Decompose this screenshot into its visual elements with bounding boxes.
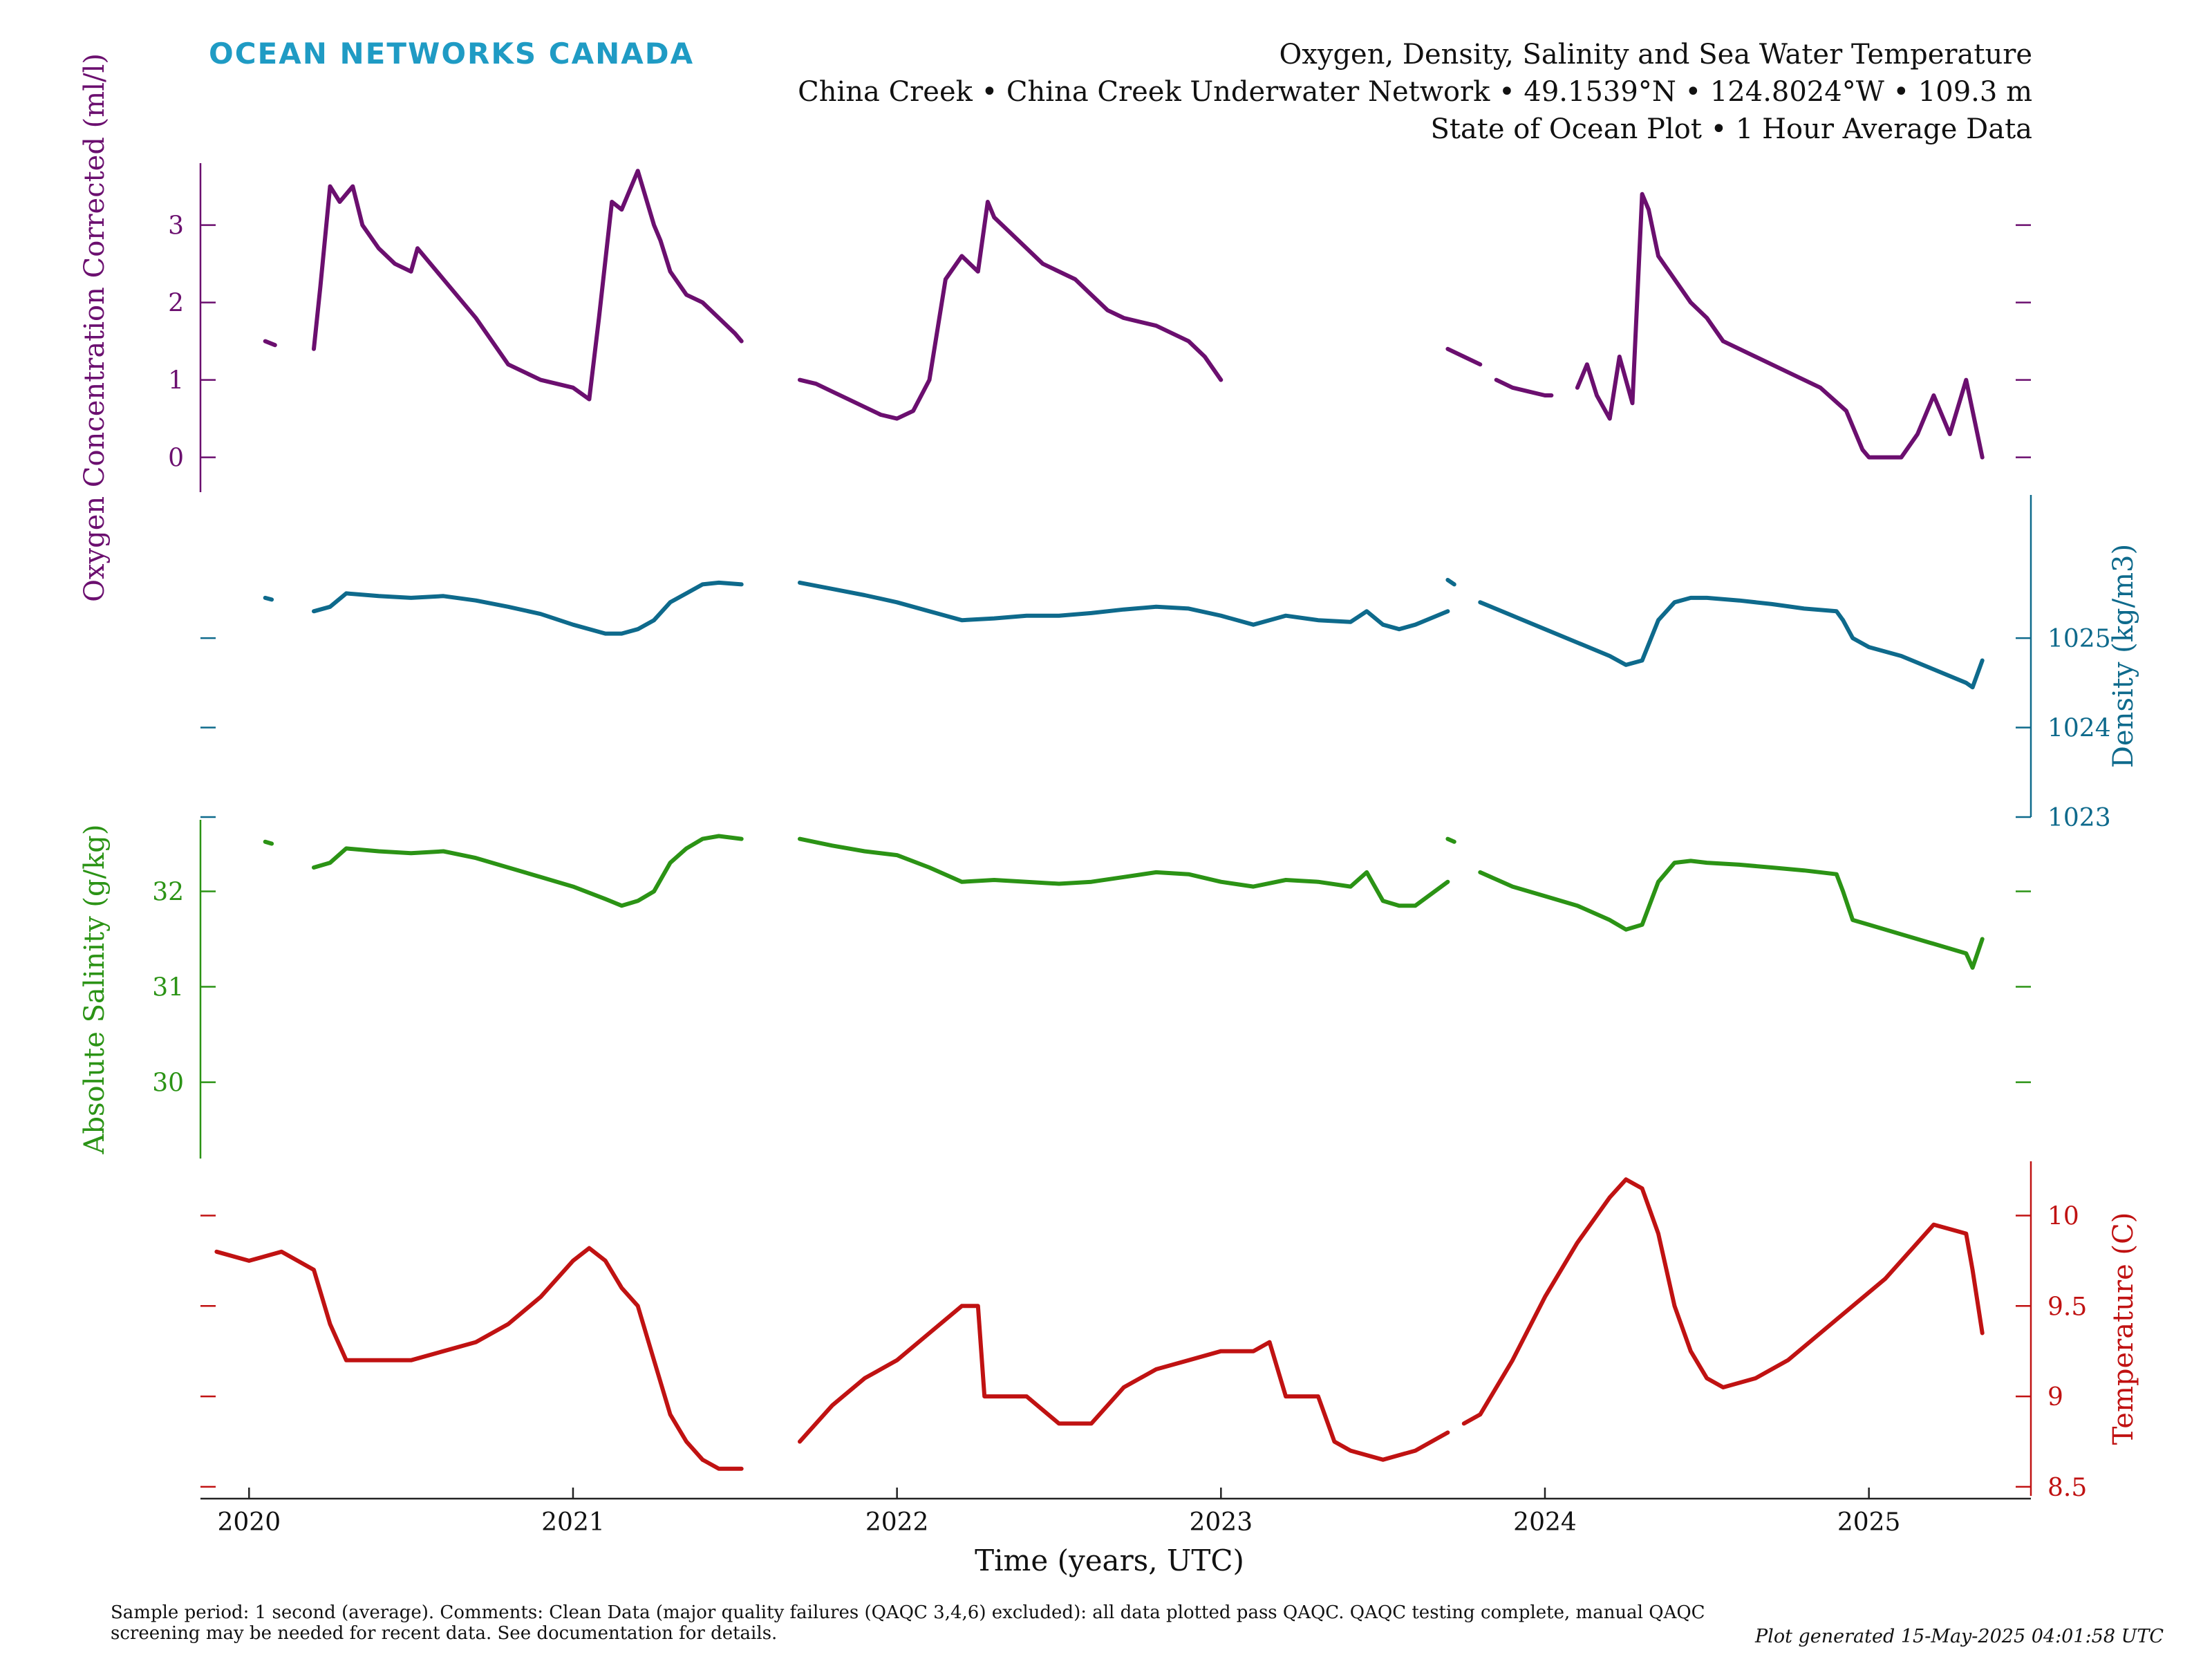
x-tick-label: 2022 xyxy=(865,1508,929,1537)
oxygen-series-line xyxy=(312,169,744,402)
temperature-series-line xyxy=(798,1304,1450,1462)
temperature-panel: 8.5 9 9.5 10 Temperature (C) xyxy=(200,1161,2139,1502)
footer-note-container: Sample period: 1 second (average). Comme… xyxy=(111,1602,1705,1644)
temperature-y-tick-label: 10 xyxy=(2047,1202,2079,1230)
chart-title: Oxygen, Density, Salinity and Sea Water … xyxy=(1280,39,2033,71)
x-tick-label: 2024 xyxy=(1513,1508,1577,1537)
density-y-tick-label: 1024 xyxy=(2047,715,2111,743)
oxygen-y-tick-label: 0 xyxy=(168,444,184,473)
density-series-line xyxy=(1478,595,1985,690)
temperature-series-line xyxy=(1461,1177,1985,1426)
salinity-series-line xyxy=(263,839,274,846)
temperature-y-tick-label: 8.5 xyxy=(2047,1474,2087,1502)
density-y-tick-label: 1023 xyxy=(2047,804,2111,832)
oxygen-y-tick-label: 1 xyxy=(168,367,184,395)
oxygen-y-axis-label: Oxygen Concentration Corrected (ml/l) xyxy=(79,53,111,602)
density-series-line xyxy=(1445,578,1456,587)
oxygen-series-line xyxy=(1494,377,1554,397)
oxygen-series-line xyxy=(1575,191,1985,460)
oxygen-panel: 0 1 2 3 Oxygen Concentration Corrected (ml/l… xyxy=(79,53,2031,602)
salinity-y-axis-label: Absolute Salinity (g/kg) xyxy=(79,824,111,1154)
temperature-y-axis-label: Temperature (C) xyxy=(2108,1212,2139,1445)
x-tick-label: 2025 xyxy=(1837,1508,1901,1537)
salinity-series-line xyxy=(312,834,744,908)
salinity-y-tick-label: 32 xyxy=(152,879,184,907)
plot-generated-timestamp: Plot generated 15-May-2025 04:01:58 UTC xyxy=(1754,1626,2164,1647)
oxygen-y-tick-label: 3 xyxy=(168,212,184,241)
x-tick-label: 2023 xyxy=(1190,1508,1253,1537)
x-tick-label: 2020 xyxy=(217,1508,281,1537)
density-y-axis-label: Density (kg/m3) xyxy=(2108,544,2139,768)
chart-subtitle: China Creek • China Creek Underwater Net… xyxy=(798,76,2032,108)
oxygen-series-line xyxy=(263,339,277,348)
temperature-series-line xyxy=(214,1246,744,1471)
salinity-y-tick-label: 30 xyxy=(152,1069,184,1098)
temperature-y-tick-label: 9 xyxy=(2047,1383,2063,1412)
panels-group: 0 1 2 3 Oxygen Concentration Corrected (ml/l… xyxy=(79,53,2139,1502)
salinity-y-tick-label: 31 xyxy=(152,974,184,1002)
chart-subtitle-2: State of Ocean Plot • 1 Hour Average Dat… xyxy=(1430,113,2032,145)
x-tick-label: 2021 xyxy=(541,1508,605,1537)
density-series-line xyxy=(798,580,1450,632)
oxygen-series-line xyxy=(798,200,1224,421)
x-axis-label: Time (years, UTC) xyxy=(975,1544,1244,1577)
brand-logo-text: OCEAN NETWORKS CANADA xyxy=(209,37,694,71)
density-y-tick-label: 1025 xyxy=(2047,625,2111,653)
oxygen-series-line xyxy=(1445,346,1483,367)
density-series-line xyxy=(263,595,274,602)
salinity-series-line xyxy=(1478,859,1985,970)
salinity-panel: 30 31 32 Absolute Salinity (g/kg) xyxy=(79,820,2031,1159)
x-axis: 2020 2021 2022 2023 2024 2025 xyxy=(217,1488,1900,1537)
density-series-line xyxy=(312,580,744,636)
footer-note: Sample period: 1 second (average). Comme… xyxy=(111,1602,1705,1644)
salinity-series-line xyxy=(798,836,1450,908)
salinity-series-line xyxy=(1445,836,1456,844)
oxygen-y-tick-label: 2 xyxy=(168,290,184,318)
temperature-y-tick-label: 9.5 xyxy=(2047,1293,2087,1321)
